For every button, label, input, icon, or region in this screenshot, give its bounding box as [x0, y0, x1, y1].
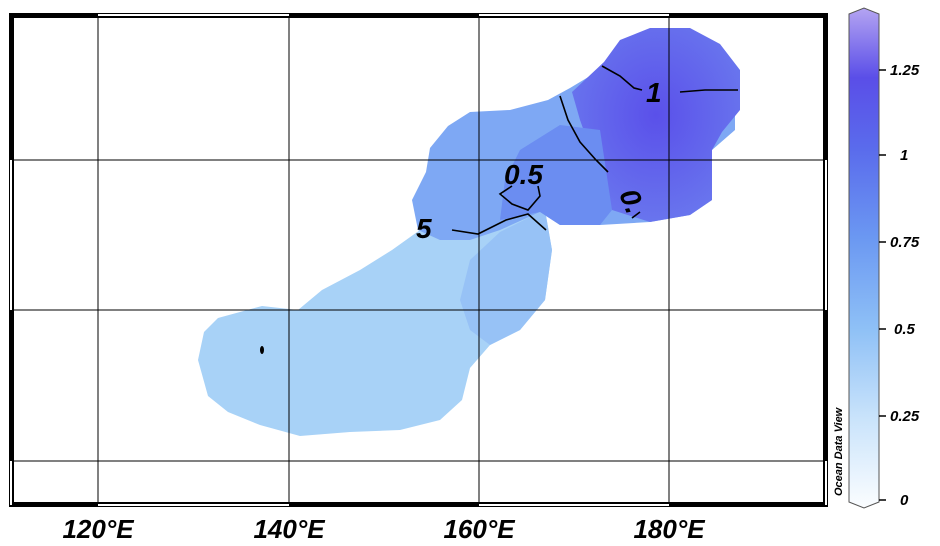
colorbar-ticks: [879, 69, 886, 501]
data-field-high: [572, 28, 740, 222]
contour-line-5: [451, 213, 547, 235]
lon-label-140e: 140°E: [253, 514, 325, 544]
colorbar-label-0.5: 0.5: [894, 321, 916, 338]
colorbar-label-1.25: 1.25: [890, 62, 920, 79]
lon-label-180e: 180°E: [633, 514, 705, 544]
colorbar-label-0: 0: [900, 492, 909, 509]
data-field-low: [198, 205, 552, 436]
lon-label-120e: 120°E: [62, 514, 134, 544]
colorbar-labels: 1.25 1 0.75 0.5 0.25 0: [890, 62, 920, 509]
data-field-blend-2: [500, 125, 612, 225]
data-field-blend: [460, 210, 552, 345]
contour-label-5: 5: [416, 213, 432, 244]
contour-lines: [451, 65, 738, 235]
map-frame: [9, 13, 828, 507]
graticule: [12, 16, 825, 504]
colorbar-label-1: 1: [900, 147, 908, 164]
lon-label-160e: 160°E: [443, 514, 515, 544]
map-plot-area: 1 0.5 0. 5: [12, 16, 825, 504]
contour-line-center: [559, 95, 609, 173]
contour-line-1-left: [601, 65, 643, 91]
station-marker: [260, 346, 264, 354]
contour-label-0.5: 0.5: [504, 159, 543, 190]
colorbar-label-0.75: 0.75: [890, 234, 920, 251]
contour-line-0.5-loop: [498, 185, 541, 211]
contour-label-1: 1: [646, 77, 662, 108]
colorbar-body: [848, 7, 880, 509]
longitude-labels: 120°E 140°E 160°E 180°E: [62, 514, 705, 544]
contour-line-1-right: [679, 89, 738, 93]
ocean-data-view-watermark: Ocean Data View: [833, 406, 845, 496]
colorbar: 1.25 1 0.75 0.5 0.25 0: [848, 7, 920, 509]
colorbar-label-0.25: 0.25: [890, 408, 920, 425]
contour-line-right-tail: [631, 211, 641, 219]
